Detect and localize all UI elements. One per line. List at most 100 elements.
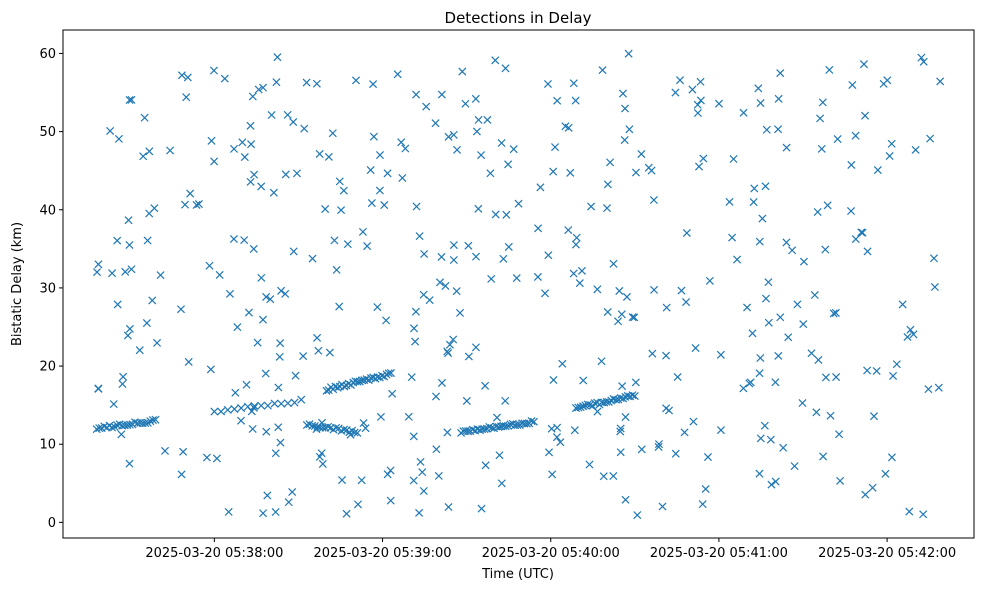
data-point bbox=[919, 57, 928, 66]
data-point bbox=[495, 451, 504, 460]
data-point bbox=[409, 324, 419, 333]
data-point bbox=[250, 402, 259, 411]
data-point bbox=[284, 498, 293, 507]
data-point bbox=[262, 427, 271, 436]
data-point bbox=[229, 234, 238, 244]
data-point bbox=[242, 380, 251, 389]
data-point bbox=[262, 292, 271, 301]
data-point bbox=[206, 365, 215, 374]
data-point bbox=[261, 369, 270, 378]
data-point bbox=[180, 200, 190, 209]
data-point bbox=[437, 252, 446, 261]
data-point bbox=[386, 496, 395, 505]
data-point bbox=[125, 459, 134, 468]
data-point bbox=[375, 151, 385, 160]
data-point bbox=[887, 453, 896, 462]
data-point bbox=[351, 76, 361, 85]
data-point bbox=[909, 330, 918, 339]
y-axis: 0 10 20 30 40 50 60 bbox=[39, 47, 63, 531]
data-point bbox=[654, 440, 663, 449]
data-point bbox=[764, 278, 773, 287]
data-point bbox=[590, 399, 599, 408]
data-point bbox=[367, 199, 376, 208]
data-point bbox=[358, 227, 367, 236]
data-point bbox=[544, 251, 553, 260]
data-point bbox=[145, 147, 154, 156]
data-point bbox=[373, 303, 382, 312]
data-point bbox=[745, 379, 754, 388]
data-point bbox=[324, 152, 333, 161]
data-point bbox=[644, 163, 653, 172]
data-point bbox=[205, 261, 214, 270]
data-point bbox=[107, 423, 117, 432]
data-point bbox=[230, 405, 239, 414]
data-point bbox=[449, 335, 458, 344]
data-point bbox=[202, 453, 211, 462]
data-point bbox=[574, 403, 583, 412]
data-point bbox=[779, 443, 788, 452]
data-point bbox=[94, 260, 103, 269]
data-point bbox=[322, 386, 331, 395]
data-point bbox=[861, 490, 870, 499]
data-point bbox=[118, 379, 127, 389]
data-point bbox=[207, 136, 216, 145]
data-point bbox=[339, 186, 348, 195]
data-point bbox=[140, 113, 149, 122]
data-point bbox=[340, 382, 349, 391]
data-point bbox=[281, 170, 290, 179]
data-point bbox=[680, 428, 689, 437]
data-point bbox=[462, 396, 471, 405]
data-point bbox=[917, 53, 926, 62]
data-point bbox=[95, 424, 104, 433]
data-point bbox=[847, 160, 856, 169]
data-point bbox=[898, 300, 907, 309]
data-point bbox=[237, 404, 246, 413]
data-point bbox=[606, 158, 615, 167]
data-point bbox=[471, 94, 480, 103]
data-point bbox=[330, 236, 339, 245]
data-point bbox=[485, 422, 494, 431]
data-point bbox=[275, 352, 284, 361]
data-point bbox=[631, 378, 640, 387]
data-point bbox=[810, 291, 819, 300]
data-point bbox=[302, 78, 311, 87]
data-point bbox=[148, 296, 157, 305]
data-point bbox=[504, 242, 513, 251]
x-tick-label: 2025-03-20 05:41:00 bbox=[650, 546, 788, 561]
data-point bbox=[353, 428, 362, 437]
data-point bbox=[420, 249, 429, 259]
data-point bbox=[135, 346, 144, 355]
data-point bbox=[277, 286, 286, 295]
data-point bbox=[673, 372, 682, 382]
data-point bbox=[248, 92, 257, 101]
data-point bbox=[269, 188, 278, 197]
data-point bbox=[156, 271, 165, 280]
data-point bbox=[750, 184, 759, 193]
data-point bbox=[248, 424, 257, 434]
data-point bbox=[615, 286, 624, 295]
data-point bbox=[812, 408, 821, 417]
data-point bbox=[312, 79, 321, 88]
data-point bbox=[437, 90, 446, 99]
data-point bbox=[879, 79, 888, 88]
data-point bbox=[522, 419, 531, 428]
x-tick-label: 2025-03-20 05:38:00 bbox=[145, 546, 283, 561]
data-point bbox=[263, 491, 272, 500]
data-point bbox=[694, 162, 704, 171]
data-point bbox=[150, 204, 159, 213]
data-point bbox=[236, 416, 246, 425]
data-point bbox=[662, 351, 671, 360]
data-point bbox=[755, 469, 764, 478]
data-point bbox=[620, 136, 629, 145]
data-point bbox=[300, 124, 309, 133]
data-point bbox=[412, 90, 421, 99]
data-point bbox=[210, 157, 219, 166]
data-point bbox=[714, 99, 724, 108]
data-point bbox=[533, 272, 542, 281]
data-point bbox=[160, 446, 170, 455]
data-point bbox=[701, 484, 710, 494]
data-point bbox=[934, 383, 943, 392]
data-point bbox=[649, 196, 658, 205]
data-point bbox=[313, 333, 322, 342]
data-point bbox=[575, 279, 584, 288]
